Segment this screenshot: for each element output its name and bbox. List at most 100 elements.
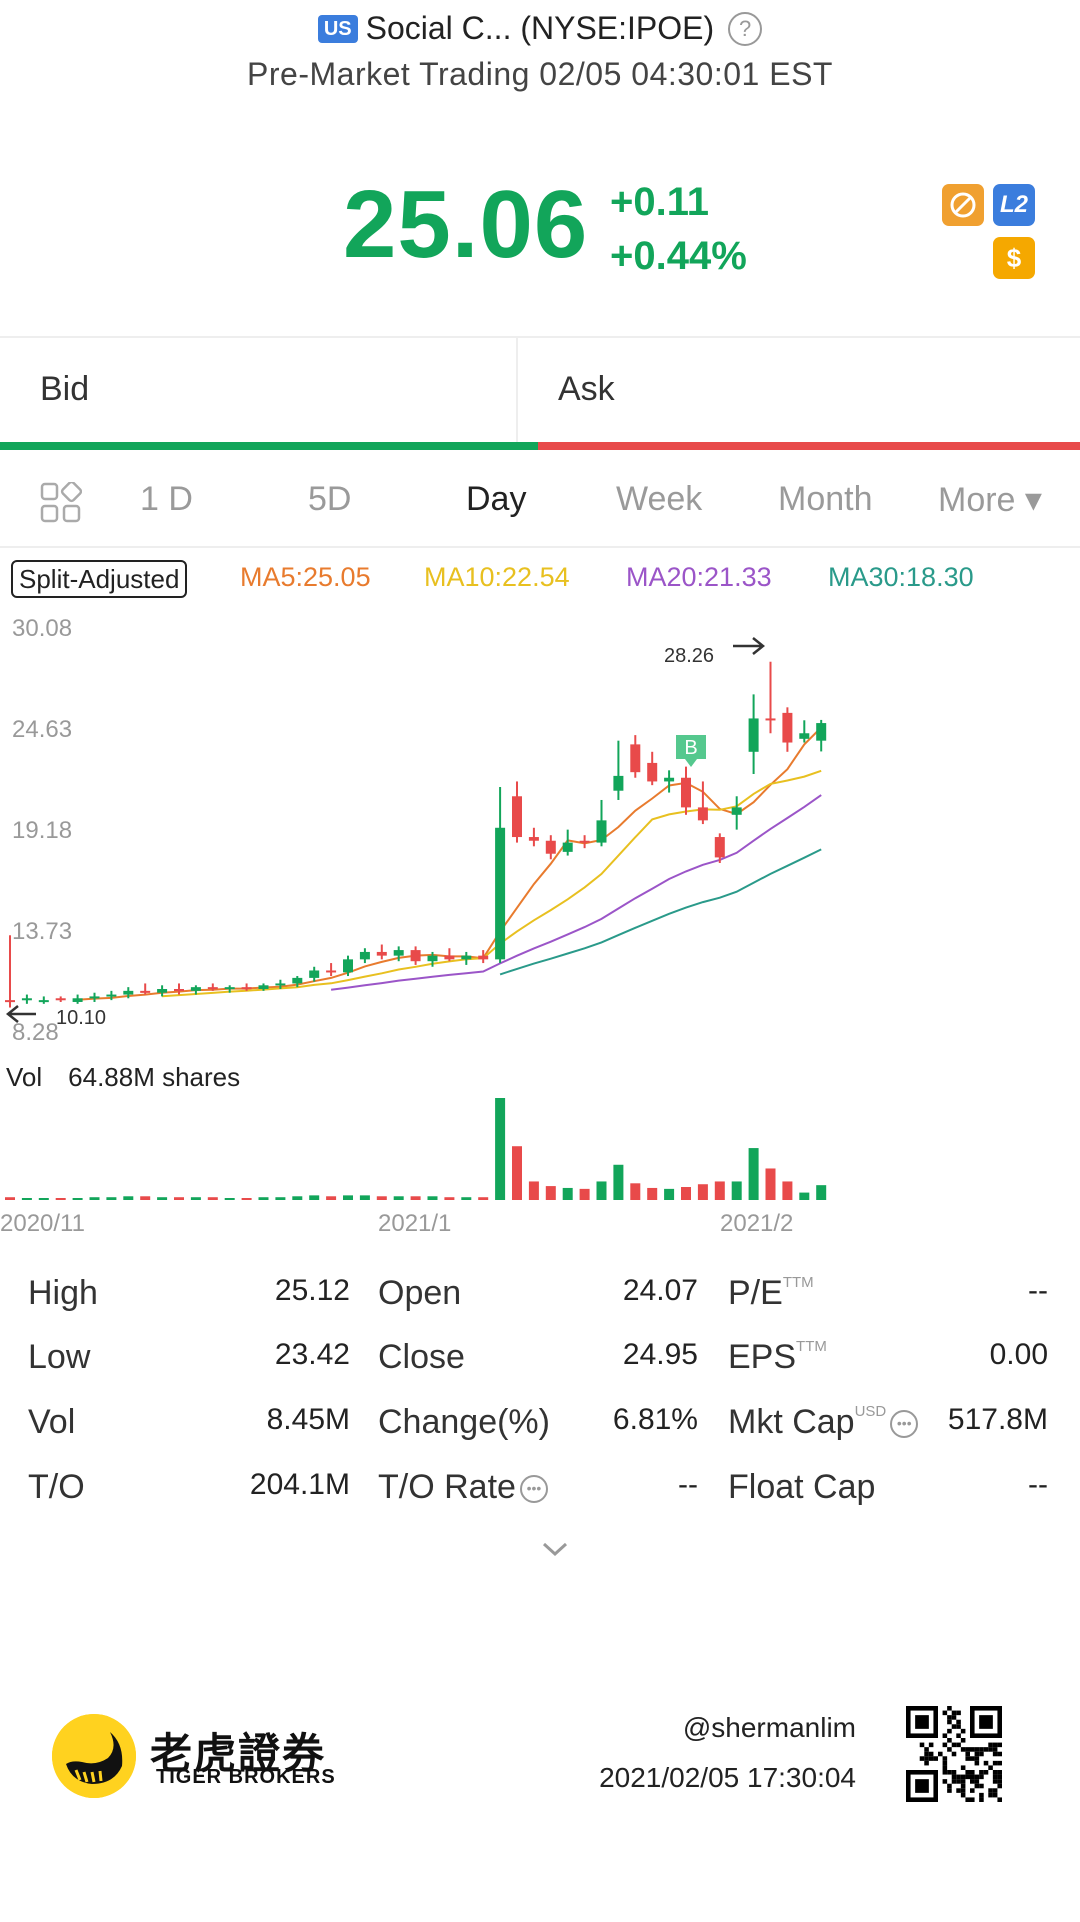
more-info-icon[interactable]: ••• (890, 1410, 919, 1439)
share-timestamp: 2021/02/05 17:30:04 (599, 1762, 856, 1793)
volume-bar (190, 1197, 201, 1200)
ask-volume-bar (538, 442, 1080, 450)
volume-bar (596, 1181, 607, 1200)
stat-label-turnover: T/O (28, 1468, 85, 1506)
candle-body (275, 983, 286, 986)
volume-bar (157, 1197, 168, 1200)
volume-bar (224, 1198, 235, 1200)
help-icon[interactable]: ? (728, 11, 763, 46)
candle-body (38, 1000, 49, 1003)
split-adjusted-toggle[interactable]: Split-Adjusted (11, 560, 188, 598)
stock-title[interactable]: Social C... (NYSE:IPOE) (365, 10, 715, 46)
volume-summary: Vol 64.88M shares (6, 1062, 240, 1093)
candle-body (461, 955, 472, 960)
stock-title-bar: US Social C... (NYSE:IPOE) ? (0, 10, 1080, 47)
y-tick-label: 19.18 (12, 817, 72, 844)
y-tick-label: 8.28 (12, 1019, 59, 1046)
ma20-line (330, 794, 822, 991)
candle-body (410, 950, 421, 962)
volume-bar (714, 1181, 725, 1200)
candle-body (359, 951, 370, 960)
candle-body (174, 989, 184, 992)
volume-bar (427, 1196, 438, 1200)
arrow-left-icon (5, 1005, 36, 1023)
volume-bar (140, 1196, 151, 1200)
moving-average-legend: Split-Adjusted MA5:25.05 MA10:22.54 MA20… (0, 558, 1080, 598)
stat-value-eps: 0.00 (989, 1338, 1048, 1371)
candle-body (106, 994, 117, 997)
volume-bar (664, 1188, 675, 1200)
chart-period-tabs: 1 D 5D Day Week Month More ▾ (0, 462, 1080, 546)
tab-1d[interactable]: 1 D (140, 480, 193, 518)
volume-bar (799, 1192, 810, 1200)
tab-5d[interactable]: 5D (308, 480, 352, 518)
stat-value-change-pct: 6.81% (612, 1403, 698, 1436)
dollar-icon[interactable]: $ (993, 237, 1035, 279)
candle-body (309, 970, 320, 978)
stats-row: Vol 8.45M Change(%) 6.81% Mkt CapUSD••• … (0, 1403, 1080, 1453)
candle-body (241, 987, 252, 990)
y-tick-label: 30.08 (12, 615, 72, 642)
candle-body (376, 951, 387, 956)
volume-bar (343, 1195, 353, 1200)
volume-bar (359, 1195, 370, 1200)
volume-bar (106, 1197, 117, 1200)
stat-label-turnover-rate: T/O Rate ••• (378, 1468, 548, 1507)
level2-icon[interactable]: L2 (993, 184, 1035, 226)
arrow-right-icon (733, 637, 766, 655)
ma5-value: MA5:25.05 (240, 562, 371, 592)
divider (0, 336, 1080, 338)
bid-volume-bar (0, 442, 538, 450)
volume-bar (89, 1197, 100, 1200)
volume-bar (21, 1198, 32, 1200)
tab-more[interactable]: More ▾ (938, 481, 1042, 519)
stats-row: High 25.12 Open 24.07 P/ETTM -- (0, 1274, 1080, 1324)
candle-body (89, 996, 100, 999)
buy-marker-label: B (684, 737, 697, 759)
candle-body (545, 840, 556, 854)
candle-body (596, 820, 607, 843)
tab-week[interactable]: Week (616, 480, 703, 518)
bid-ask-panel: Bid Ask (0, 338, 1080, 446)
user-handle: @shermanlim (682, 1712, 856, 1743)
stats-row: T/O 204.1M T/O Rate ••• -- Float Cap -- (0, 1468, 1080, 1518)
candle-body (748, 718, 759, 752)
volume-bar (258, 1197, 269, 1200)
bid-ask-separator (516, 338, 518, 446)
volume-bar (5, 1197, 15, 1200)
volume-bar (38, 1198, 49, 1200)
layout-grid-icon[interactable] (40, 482, 82, 524)
volume-bar (410, 1196, 421, 1200)
livestream-icon[interactable] (942, 184, 984, 226)
stat-label-pe: P/ETTM (728, 1274, 814, 1312)
candle-body (140, 990, 151, 993)
candle-body (292, 977, 303, 984)
stat-value-close: 24.95 (622, 1338, 698, 1371)
tab-day[interactable]: Day (466, 480, 527, 518)
candle-body (799, 733, 810, 739)
buy-marker[interactable]: B (676, 735, 706, 767)
tiger-logo (52, 1714, 136, 1798)
x-tick-label: 2020/11 (0, 1210, 85, 1237)
volume-bar (275, 1197, 286, 1200)
ma10-line (162, 769, 822, 998)
candle-body (123, 990, 134, 995)
bid-label: Bid (40, 370, 90, 408)
chevron-down-icon[interactable] (540, 1534, 570, 1564)
candle-body (816, 723, 827, 741)
tab-month[interactable]: Month (778, 480, 873, 518)
max-price-label: 28.26 (664, 645, 714, 667)
candle-body (21, 998, 32, 1001)
candle-body (495, 827, 506, 960)
volume-bar (731, 1181, 742, 1200)
candle-body (630, 744, 641, 773)
stat-value-high: 25.12 (274, 1274, 350, 1307)
more-info-icon[interactable]: ••• (519, 1475, 548, 1504)
candle-body (343, 959, 353, 973)
candle-body (664, 777, 675, 782)
stat-label-open: Open (378, 1274, 462, 1312)
volume-bar (579, 1188, 590, 1200)
candlestick-chart[interactable]: 30.08 24.63 19.18 13.73 8.28 28.26 10.10… (0, 600, 1080, 1240)
y-tick-label: 13.73 (12, 918, 72, 945)
candle-body (55, 998, 66, 1001)
